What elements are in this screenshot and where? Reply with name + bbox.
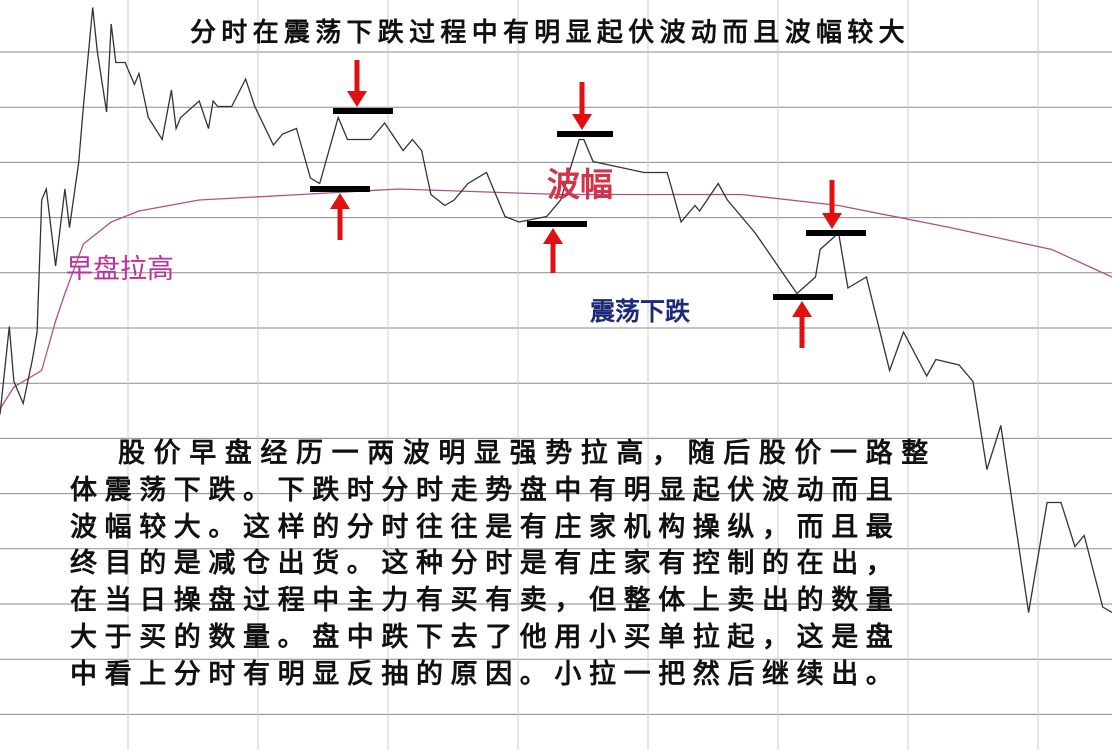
arrow-up-icon (543, 228, 563, 244)
paragraph-line: 在当日操盘过程中主力有买有卖，但整体上卖出的数量 (70, 585, 901, 617)
paragraph-line: 中看上分时有明显反抽的原因。小拉一把然后继续出。 (70, 658, 901, 690)
average-price-line (0, 188, 1112, 410)
chart-title: 分时在震荡下跌过程中有明显起伏波动而且波幅较大 (190, 18, 910, 48)
arrow-down-icon (572, 114, 592, 130)
amplitude-label: 波幅 (547, 165, 613, 204)
paragraph-line: 股价早盘经历一两波明显强势拉高，随后股价一路整 (118, 438, 937, 469)
amplitude-markers (310, 60, 866, 348)
paragraph-line: 终目的是减仓出货。这种分时是有庄家有控制的在出， (70, 548, 901, 580)
price-line (0, 7, 1112, 614)
arrow-down-icon (822, 213, 842, 229)
morning-rise-label: 早盘拉高 (66, 254, 174, 285)
paragraph-line: 体震荡下跌。下跌时分时走势盘中有明显起伏波动而且 (70, 474, 901, 506)
paragraph-line: 波幅较大。这样的分时往往是有庄家机构操纵，而且最 (70, 511, 901, 543)
explanation-paragraph: 股价早盘经历一两波明显强势拉高，随后股价一路整 体震荡下跌。下跌时分时走势盘中有… (70, 436, 937, 694)
paragraph-line: 大于买的数量。盘中跌下去了他用小买单拉起，这是盘 (70, 621, 901, 653)
arrow-down-icon (347, 91, 367, 107)
oscillating-fall-label: 震荡下跌 (590, 297, 691, 326)
arrow-up-icon (330, 193, 350, 209)
arrow-up-icon (792, 301, 812, 317)
